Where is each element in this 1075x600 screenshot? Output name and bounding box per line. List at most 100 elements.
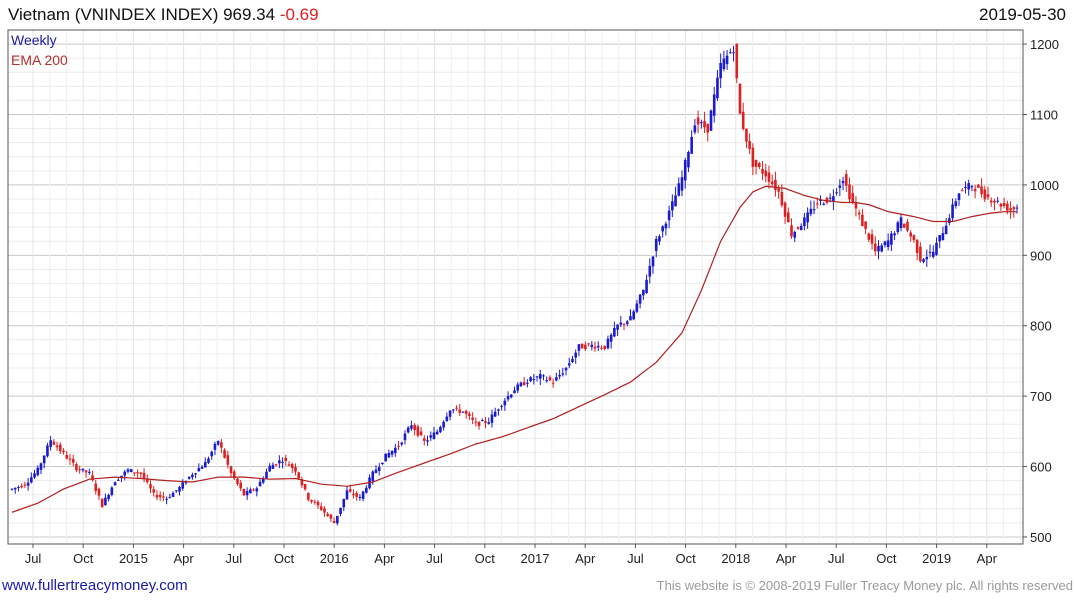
x-tick-label: Jul xyxy=(426,551,443,566)
candle-body xyxy=(973,188,977,192)
site-link[interactable]: www.fullertreacymoney.com xyxy=(2,577,188,594)
candle-body xyxy=(983,189,987,200)
candle-body xyxy=(545,380,549,382)
candle-body xyxy=(687,152,690,168)
candle-body xyxy=(155,494,159,498)
candle-body xyxy=(1006,203,1009,211)
candle-body xyxy=(255,488,259,492)
candle-body xyxy=(329,514,333,519)
candle-body xyxy=(725,55,729,65)
candle-body xyxy=(806,212,809,223)
candle-body xyxy=(461,411,465,413)
candle-body xyxy=(857,212,861,215)
candle-body xyxy=(55,445,59,448)
candle-body xyxy=(532,379,536,381)
candle-body xyxy=(374,469,378,473)
candle-body xyxy=(767,172,771,182)
candle-body xyxy=(777,188,780,192)
candle-body xyxy=(200,466,204,469)
candle-body xyxy=(600,347,603,349)
candle-body xyxy=(123,471,127,476)
candle-body xyxy=(706,123,710,133)
candle-body xyxy=(522,382,526,386)
candle-body xyxy=(133,472,136,474)
candle-body xyxy=(516,384,520,391)
x-tick-label: 2019 xyxy=(922,551,951,566)
candle-body xyxy=(303,484,307,490)
candle-body xyxy=(410,425,413,429)
candle-body xyxy=(738,84,742,114)
candle-body xyxy=(490,414,494,423)
candle-body xyxy=(638,294,642,304)
candle-body xyxy=(844,174,848,186)
candle-body xyxy=(822,203,826,205)
candle-body xyxy=(906,221,909,231)
candle-body xyxy=(397,445,400,447)
candle-body xyxy=(783,202,787,217)
candle-body xyxy=(210,451,214,457)
chart-date: 2019-05-30 xyxy=(979,5,1066,24)
candle-body xyxy=(645,279,648,294)
candle-body xyxy=(46,445,49,457)
candle-body xyxy=(42,455,46,464)
candle-body xyxy=(358,496,362,498)
candle-body xyxy=(261,478,265,483)
candle-body xyxy=(323,508,326,513)
candle-body xyxy=(503,400,507,406)
candle-body xyxy=(1015,207,1019,209)
candle-body xyxy=(651,256,655,267)
copyright-notice: This website is © 2008-2019 Fuller Treac… xyxy=(656,578,1073,593)
candle-body xyxy=(883,241,887,246)
candle-body xyxy=(999,203,1003,207)
candle-body xyxy=(426,440,429,442)
candle-body xyxy=(722,58,726,69)
candle-body xyxy=(113,482,117,486)
candle-body xyxy=(39,463,43,470)
candle-body xyxy=(187,476,191,479)
x-tick-label: 2016 xyxy=(320,551,349,566)
x-axis-ticks: Jul Oct 2015 Apr Jul Oct 2016 Apr Jul Oct 2017 Apr J… xyxy=(25,544,998,566)
candle-body xyxy=(606,338,610,349)
candle-body xyxy=(100,498,104,508)
candle-body xyxy=(310,499,313,502)
candle-body xyxy=(593,346,597,349)
candle-body xyxy=(851,193,855,203)
candle-body xyxy=(403,433,407,441)
candle-body xyxy=(194,473,197,475)
candle-body xyxy=(809,208,813,215)
x-tick-label: Apr xyxy=(977,551,998,566)
x-tick-label: 2018 xyxy=(721,551,750,566)
candle-body xyxy=(165,498,168,500)
candle-body xyxy=(703,120,706,128)
x-tick-label: Apr xyxy=(776,551,797,566)
candle-body xyxy=(207,458,210,463)
candle-body xyxy=(232,471,236,479)
candle-body xyxy=(925,256,929,260)
candle-body xyxy=(526,382,529,384)
candle-body xyxy=(458,409,462,413)
candle-body xyxy=(819,199,822,201)
candle-body xyxy=(729,52,732,54)
candle-body xyxy=(741,111,745,130)
x-tick-label: Oct xyxy=(475,551,496,566)
y-tick-label: 1200 xyxy=(1030,37,1059,52)
candle-body xyxy=(419,431,423,436)
candle-body xyxy=(390,450,394,455)
legend-weekly: Weekly xyxy=(11,32,57,48)
candle-body xyxy=(790,225,793,237)
candle-body xyxy=(609,334,613,342)
candle-body xyxy=(1002,203,1006,207)
candle-body xyxy=(751,147,755,167)
candle-body xyxy=(629,316,632,321)
candle-body xyxy=(252,489,255,491)
candle-body xyxy=(696,117,700,125)
x-tick-label: Jul xyxy=(627,551,644,566)
candle-body xyxy=(84,470,88,473)
candle-body xyxy=(110,487,114,495)
candle-body xyxy=(365,487,368,493)
candle-body xyxy=(812,209,816,211)
candle-body xyxy=(555,377,558,381)
candle-body xyxy=(387,453,391,458)
candle-body xyxy=(59,444,62,452)
candle-body xyxy=(667,210,671,221)
